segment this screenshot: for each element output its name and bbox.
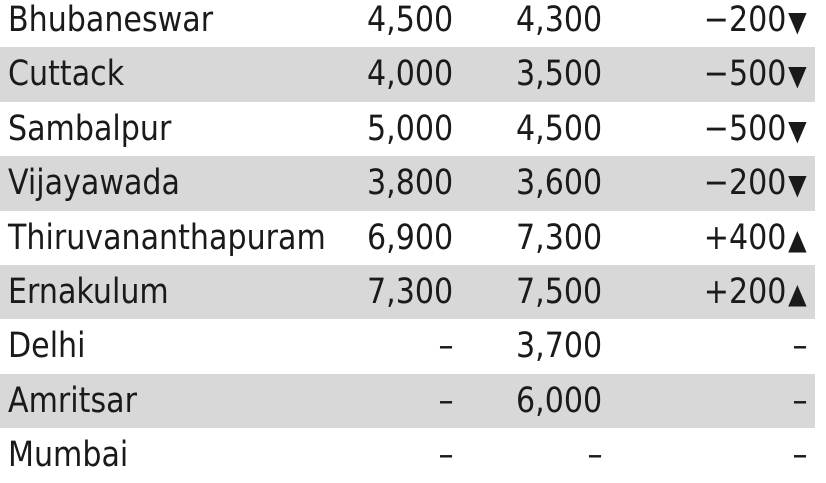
table-row: Ernakulum 7,300 7,500 +200▲ [0, 264, 815, 321]
change-text: – [791, 326, 807, 367]
value-after: 4,300 [515, 0, 602, 40]
value-before: – [437, 435, 453, 476]
value-after: 6,000 [515, 380, 602, 421]
up-triangle-icon: ▲ [788, 276, 807, 310]
city-name: Sambalpur [8, 108, 172, 149]
value-before: – [437, 380, 453, 421]
down-triangle-icon: ▼ [788, 59, 807, 93]
down-triangle-icon: ▼ [788, 5, 807, 38]
down-triangle-icon: ▼ [788, 168, 807, 202]
table-row: Cuttack 4,000 3,500 −500▼ [0, 47, 815, 103]
table-row: Thiruvananthapuram 6,900 7,300 +400▲ [0, 211, 815, 265]
change-text: +400 [704, 217, 787, 258]
value-before: 6,900 [366, 217, 453, 258]
value-before: – [437, 326, 453, 367]
value-after: 3,500 [515, 54, 602, 95]
city-name: Vijayawada [8, 163, 180, 204]
city-name: Mumbai [8, 435, 129, 476]
change-text: −500 [704, 54, 787, 95]
table-row: Sambalpur 5,000 4,500 −500▼ [0, 102, 815, 156]
value-before: 4,500 [366, 0, 453, 40]
table-row: Vijayawada 3,800 3,600 −200▼ [0, 156, 815, 212]
value-change: +200▲ [704, 265, 807, 321]
change-text: – [791, 380, 807, 421]
city-name: Cuttack [8, 54, 125, 95]
value-before: 3,800 [366, 163, 453, 204]
value-after: 7,300 [515, 217, 602, 258]
value-before: 7,300 [366, 271, 453, 312]
table-row: Mumbai – – – [0, 428, 815, 482]
value-before: 4,000 [366, 54, 453, 95]
down-triangle-icon: ▼ [788, 113, 807, 147]
value-change: −500▼ [704, 102, 807, 158]
value-after: – [586, 435, 602, 476]
change-text: −500 [704, 108, 787, 149]
change-text: −200 [704, 163, 787, 204]
city-name: Amritsar [8, 380, 137, 421]
table-row: Amritsar – 6,000 – [0, 373, 815, 429]
value-before: 5,000 [366, 108, 453, 149]
value-change: – [792, 374, 807, 428]
value-after: 7,500 [515, 271, 602, 312]
change-text: – [791, 435, 807, 476]
table-row: Bhubaneswar 4,500 4,300 −200▼ [0, 0, 815, 47]
value-change: −500▼ [704, 47, 807, 103]
value-change: +400▲ [704, 211, 807, 267]
change-text: +200 [704, 271, 787, 312]
value-after: 3,700 [515, 326, 602, 367]
city-name: Bhubaneswar [8, 0, 214, 40]
value-change: – [792, 319, 807, 373]
value-after: 3,600 [515, 163, 602, 204]
city-name: Ernakulum [8, 271, 169, 312]
city-name: Thiruvananthapuram [8, 217, 326, 258]
value-change: – [792, 428, 807, 482]
up-triangle-icon: ▲ [788, 222, 807, 256]
value-change: −200▼ [704, 156, 807, 212]
change-text: −200 [704, 0, 787, 40]
table-row: Delhi – 3,700 – [0, 319, 815, 373]
value-after: 4,500 [515, 108, 602, 149]
value-change: −200▼ [704, 0, 807, 49]
city-name: Delhi [8, 326, 86, 367]
